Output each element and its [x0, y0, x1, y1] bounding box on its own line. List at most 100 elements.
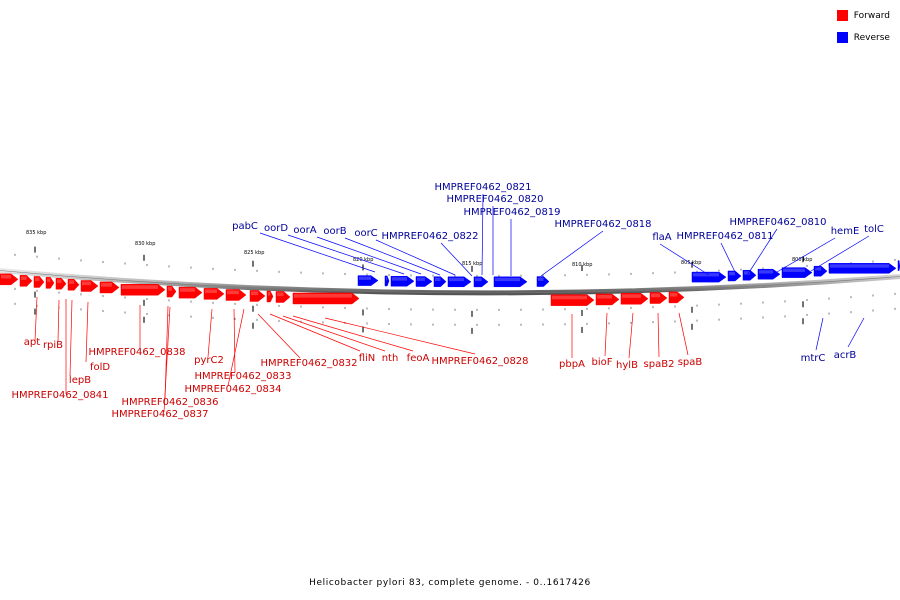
forward-gene-arrow[interactable]	[649, 292, 668, 304]
reverse-gene-arrow[interactable]	[781, 267, 813, 278]
forward-gene-label: HMPREF0462_0836	[121, 397, 218, 408]
forward-gene-label: rpiB	[43, 340, 63, 351]
forward-gene-label: HMPREF0462_0837	[111, 409, 208, 420]
legend-label-forward: Forward	[853, 10, 890, 21]
reverse-leader-line	[316, 236, 422, 275]
legend-item-forward: Forward	[836, 9, 890, 22]
forward-gene-label: HMPREF0462_0832	[260, 358, 357, 369]
scale-label: 815 kbp	[462, 261, 482, 267]
reverse-leader-line	[259, 232, 376, 273]
forward-gene-arrow[interactable]	[620, 292, 649, 305]
reverse-gene-arrow[interactable]	[447, 276, 472, 288]
forward-gene-arrow[interactable]	[178, 286, 203, 299]
scale-label: 805 kbp	[681, 260, 701, 266]
forward-gene-arrow[interactable]	[595, 293, 620, 306]
reverse-gene-arrow[interactable]	[727, 270, 742, 282]
reverse-gene-arrow[interactable]	[742, 269, 757, 281]
forward-leader-line	[85, 301, 89, 363]
reverse-genes	[357, 260, 900, 288]
forward-gene-label: lepB	[69, 375, 91, 386]
reverse-gene-label: HMPREF0462_0822	[381, 231, 478, 242]
forward-gene-arrow[interactable]	[120, 283, 166, 296]
forward-gene-label: spaB2	[644, 359, 675, 370]
reverse-gene-arrow[interactable]	[390, 275, 415, 287]
legend: Forward Reverse	[836, 9, 890, 53]
forward-gene-arrow[interactable]	[292, 292, 360, 305]
forward-gene-arrow[interactable]	[67, 279, 80, 291]
reverse-gene-arrow[interactable]	[493, 276, 528, 288]
forward-leader-line	[324, 317, 476, 355]
reverse-leader-line	[815, 317, 824, 351]
scale-label: 835 kbp	[26, 230, 46, 236]
reverse-gene-label: acrB	[834, 350, 857, 361]
reverse-gene-label: pabC	[232, 221, 258, 232]
forward-gene-arrow[interactable]	[166, 285, 177, 298]
forward-gene-label: nth	[382, 353, 399, 364]
reverse-gene-label: oorA	[293, 225, 316, 236]
forward-gene-arrow[interactable]	[550, 294, 595, 306]
forward-gene-arrow[interactable]	[249, 290, 266, 302]
reverse-gene-arrow[interactable]	[384, 275, 390, 287]
forward-leader-line	[657, 312, 660, 358]
reverse-gene-arrow[interactable]	[415, 276, 433, 287]
reverse-gene-arrow[interactable]	[691, 271, 727, 283]
forward-leader-line	[269, 313, 361, 352]
forward-gene-label: hylB	[616, 360, 638, 371]
forward-leader-line	[628, 312, 634, 359]
forward-gene-arrow[interactable]	[99, 281, 120, 294]
reverse-gene-label: HMPREF0462_0821	[434, 182, 531, 193]
reverse-gene-label: hemE	[831, 226, 860, 237]
reverse-leader-line	[375, 239, 456, 276]
reverse-gene-arrow[interactable]	[828, 263, 897, 274]
forward-gene-label: pbpA	[559, 359, 585, 370]
reverse-gene-label: flaA	[652, 232, 671, 243]
reverse-gene-label: HMPREF0462_0819	[463, 207, 560, 218]
forward-gene-label: feoA	[407, 353, 430, 364]
reverse-gene-arrow[interactable]	[433, 276, 447, 287]
legend-item-reverse: Reverse	[836, 31, 890, 44]
reverse-gene-label: HMPREF0462_0820	[446, 194, 543, 205]
forward-gene-arrow[interactable]	[55, 278, 67, 290]
reverse-leader-line	[659, 243, 710, 276]
forward-leader-line	[34, 296, 38, 342]
forward-leader-line	[69, 299, 73, 377]
forward-leader-line	[227, 308, 245, 387]
forward-gene-arrow[interactable]	[266, 290, 274, 303]
reverse-gene-arrow[interactable]	[757, 268, 781, 280]
reverse-gene-label: oorC	[354, 228, 377, 239]
scale-label: 810 kbp	[572, 262, 592, 268]
reverse-gene-arrow[interactable]	[813, 265, 828, 277]
forward-leader-line	[678, 312, 689, 356]
forward-gene-arrow[interactable]	[33, 276, 45, 288]
forward-gene-label: HMPREF0462_0841	[11, 390, 108, 401]
reverse-leader-line	[481, 193, 484, 276]
reverse-gene-label: HMPREF0462_0811	[676, 231, 773, 242]
gene-labels: apt rpiBlepBfolDHMPREF0462_0841HMPREF0462…	[11, 182, 883, 420]
forward-leader-line	[292, 315, 414, 352]
minor-ticks	[14, 253, 896, 326]
forward-gene-label: HMPREF0462_0828	[431, 356, 528, 367]
forward-gene-arrow[interactable]	[275, 291, 291, 303]
reverse-gene-arrow[interactable]	[473, 276, 489, 288]
forward-gene-arrow[interactable]	[668, 291, 685, 304]
reverse-gene-label: oorD	[264, 223, 288, 234]
forward-gene-arrow[interactable]	[80, 280, 99, 292]
reverse-gene-label: mtrC	[801, 353, 826, 364]
label-leader-lines	[34, 193, 870, 413]
forward-gene-arrow[interactable]	[45, 277, 55, 289]
forward-gene-arrow[interactable]	[19, 275, 33, 287]
forward-gene-label: HMPREF0462_0833	[194, 371, 291, 382]
reverse-leader-line	[540, 230, 604, 277]
forward-leader-line	[57, 299, 60, 342]
reverse-gene-arrow[interactable]	[357, 275, 379, 286]
forward-gene-arrow[interactable]	[225, 289, 247, 301]
reverse-gene-label: HMPREF0462_0818	[554, 219, 651, 230]
forward-gene-label: folD	[90, 362, 110, 373]
reverse-gene-arrow[interactable]	[536, 276, 550, 287]
forward-gene-label: HMPREF0462_0838	[88, 347, 185, 358]
forward-gene-arrow[interactable]	[203, 288, 225, 300]
reverse-leader-line	[847, 317, 865, 348]
forward-gene-label: bioF	[592, 357, 613, 368]
forward-gene-arrow[interactable]	[0, 273, 19, 286]
